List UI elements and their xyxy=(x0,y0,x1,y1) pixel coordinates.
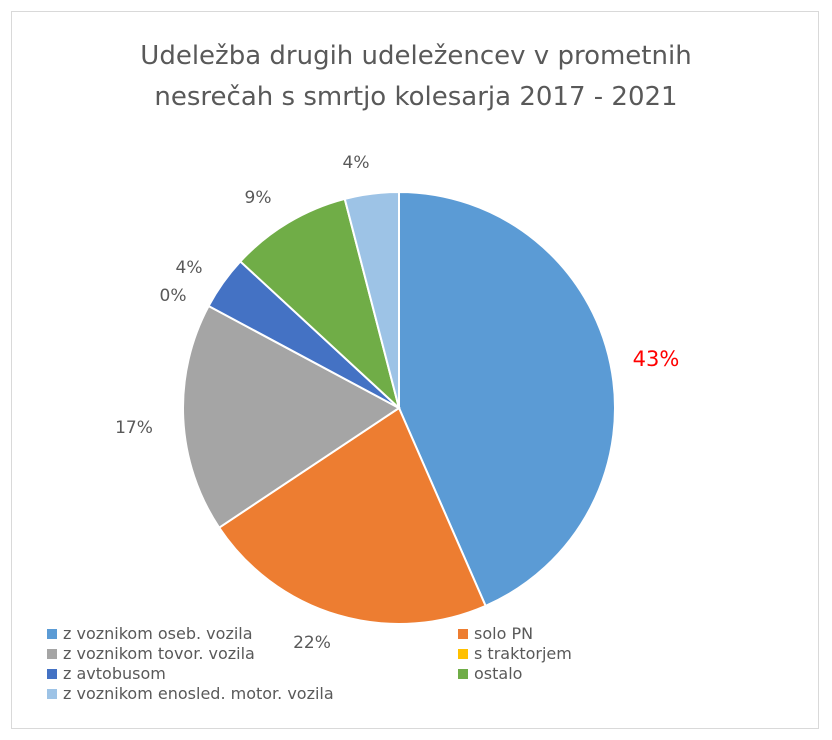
data-label-4: 4% xyxy=(176,258,203,278)
data-label-2: 17% xyxy=(115,418,153,438)
legend-item-2: z voznikom tovor. vozila xyxy=(47,644,255,663)
legend-item-3: s traktorjem xyxy=(458,644,572,663)
data-label-1: 22% xyxy=(293,633,331,653)
legend-swatch-2 xyxy=(47,648,57,659)
legend-item-6: z voznikom enosled. motor. vozila xyxy=(47,684,334,703)
pie-slice-2 xyxy=(182,304,401,530)
legend-item-1: solo PN xyxy=(458,624,533,643)
legend-item-5: ostalo xyxy=(458,664,522,683)
chart-title-line-2: nesrečah s smrtjo kolesarja 2017 - 2021 xyxy=(154,82,678,112)
legend-swatch-1 xyxy=(458,628,468,639)
legend-label-1: solo PN xyxy=(474,624,534,643)
chart-title-line-1: Udeležba drugih udeležencev v prometnih xyxy=(140,41,692,71)
legend-label-2: z voznikom tovor. vozila xyxy=(63,644,255,663)
data-label-3: 0% xyxy=(160,286,187,306)
pie-slice-1 xyxy=(217,406,487,625)
data-label-5: 9% xyxy=(245,188,272,208)
legend-swatch-3 xyxy=(458,648,468,659)
legend-label-0: z voznikom oseb. vozila xyxy=(63,624,253,643)
data-label-6: 4% xyxy=(343,153,370,173)
legend-swatch-0 xyxy=(47,628,57,639)
legend-swatch-4 xyxy=(47,668,57,679)
chart-title: Udeležba drugih udeležencev v prometnih … xyxy=(0,36,832,118)
legend-label-4: z avtobusom xyxy=(63,664,166,683)
pie-slice-0 xyxy=(398,190,616,608)
pie-slice-5 xyxy=(238,197,401,412)
legend-swatch-6 xyxy=(47,688,57,699)
pie-slice-6 xyxy=(343,190,400,409)
data-label-0: 43% xyxy=(633,347,680,371)
legend-item-4: z avtobusom xyxy=(47,664,166,683)
legend-label-5: ostalo xyxy=(474,664,523,683)
legend-swatch-5 xyxy=(458,668,468,679)
legend-label-3: s traktorjem xyxy=(474,644,572,663)
legend-label-6: z voznikom enosled. motor. vozila xyxy=(63,684,334,703)
legend-item-0: z voznikom oseb. vozila xyxy=(47,624,253,643)
